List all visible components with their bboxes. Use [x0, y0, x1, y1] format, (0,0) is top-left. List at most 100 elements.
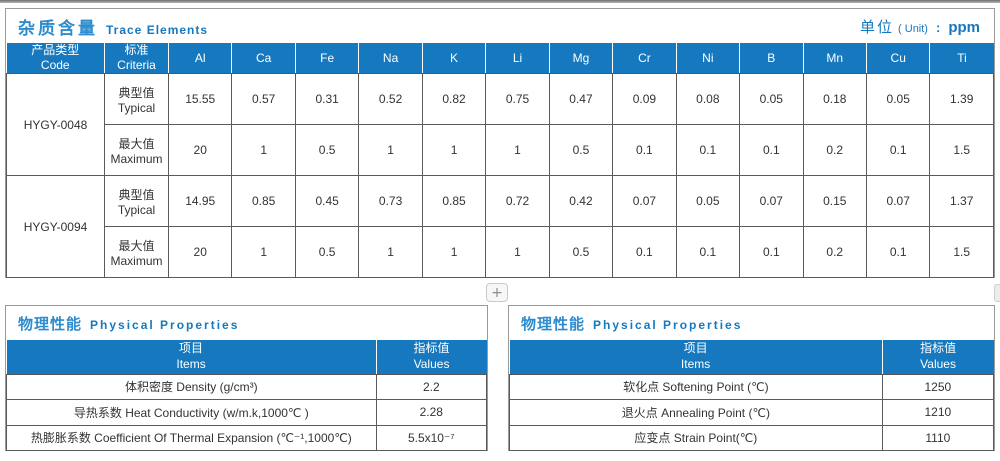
criteria-maximum-en: Maximum — [110, 151, 163, 166]
cell-value: 0.07 — [739, 175, 804, 227]
title-en: Physical Properties — [593, 317, 743, 332]
header-items: 项目 Items — [509, 340, 883, 375]
table-row: 体积密度 Density (g/cm³) 2.2 — [6, 373, 488, 400]
cell-value: 1 — [485, 124, 550, 176]
property-value: 1110 — [881, 424, 995, 451]
property-value: 5.5x10⁻⁷ — [375, 424, 488, 451]
table-row: 导热系数 Heat Conductivity (w/m.k,1000℃ ) 2.… — [6, 399, 488, 426]
cell-value: 14.95 — [167, 175, 233, 227]
cell-value: 1.5 — [929, 226, 994, 278]
criteria-typical-en: Typical — [117, 100, 156, 115]
criteria-typical: 典型值 Typical — [104, 73, 169, 125]
header-values: 指标值 Values — [881, 340, 994, 375]
property-value: 2.2 — [375, 373, 488, 400]
physical-left-header-row: 项目 Items 指标值 Values — [6, 340, 487, 375]
cell-value: 0.82 — [421, 73, 487, 125]
trace-elements-panel: 杂质含量 Trace Elements 单位 ( Unit) : ppm 产品类… — [5, 8, 995, 278]
trace-elements-table: 产品类型 Code 标准 Criteria Al Ca Fe Na K Li M… — [6, 43, 994, 278]
header-element-ni: Ni — [675, 43, 740, 74]
criteria-typical-en: Typical — [117, 202, 156, 217]
cell-value: 0.47 — [548, 73, 614, 125]
criteria-maximum: 最大值 Maximum — [104, 124, 169, 176]
trace-elements-title: 杂质含量 Trace Elements — [18, 14, 208, 39]
cell-value: 0.1 — [865, 226, 931, 278]
cell-value: 1 — [421, 124, 487, 176]
header-element-al: Al — [167, 43, 232, 74]
table-row: 最大值 Maximum 20 1 0.5 1 1 1 0.5 0.1 0.1 0… — [7, 226, 994, 278]
physical-right-title: 物理性能 Physical Properties — [521, 313, 742, 334]
cell-value: 0.45 — [294, 175, 360, 227]
cell-value: 0.52 — [358, 73, 423, 125]
header-code: 产品类型 Code — [6, 43, 105, 74]
cell-value: 0.72 — [485, 175, 550, 227]
criteria-maximum-cn: 最大值 — [118, 238, 155, 253]
physical-left-title: 物理性能 Physical Properties — [18, 313, 239, 334]
cell-value: 0.15 — [802, 175, 867, 227]
property-item: 应变点 Strain Point(℃) — [509, 424, 883, 451]
cell-value: 0.1 — [739, 124, 804, 176]
cell-value: 0.07 — [612, 175, 677, 227]
header-element-cu: Cu — [865, 43, 930, 74]
cell-value: 1.39 — [929, 73, 994, 125]
property-item: 体积密度 Density (g/cm³) — [6, 373, 377, 400]
title-cn: 物理性能 — [18, 315, 83, 333]
header-element-b: B — [739, 43, 804, 74]
header-code-en: Code — [40, 58, 70, 72]
property-value: 1250 — [881, 373, 995, 400]
cell-value: 0.1 — [865, 124, 931, 176]
unit-label: 单位 ( Unit) : ppm — [860, 16, 980, 37]
header-items-en: Items — [680, 356, 711, 371]
header-values-cn: 指标值 — [920, 341, 957, 356]
cell-value: 20 — [167, 226, 233, 278]
cell-value: 0.5 — [294, 124, 360, 176]
header-items-cn: 项目 — [179, 341, 204, 356]
criteria-typical-cn: 典型值 — [118, 187, 155, 202]
header-criteria: 标准 Criteria — [104, 43, 169, 74]
table-row: 最大值 Maximum 20 1 0.5 1 1 1 0.5 0.1 0.1 0… — [7, 124, 994, 176]
cell-value: 1 — [485, 226, 550, 278]
header-items-en: Items — [176, 356, 206, 371]
cell-value: 0.2 — [802, 124, 867, 176]
criteria-maximum-cn: 最大值 — [118, 136, 155, 151]
product-code: HYGY-0094 — [6, 175, 105, 278]
table-row: HYGY-0094 典型值 Typical 14.95 0.85 0.45 0.… — [6, 175, 994, 278]
physical-right-title-bar: 物理性能 Physical Properties — [509, 306, 994, 340]
right-edge-button[interactable] — [994, 284, 1000, 302]
property-value: 1210 — [881, 399, 995, 426]
cell-value: 0.1 — [675, 226, 741, 278]
header-values-cn: 指标值 — [413, 341, 450, 356]
header-element-na: Na — [358, 43, 423, 74]
cell-value: 0.1 — [612, 226, 677, 278]
title-en: Physical Properties — [90, 317, 240, 332]
criteria-typical-cn: 典型值 — [118, 85, 155, 100]
cell-value: 0.05 — [865, 73, 931, 125]
property-item: 热膨胀系数 Coefficient Of Thermal Expansion (… — [6, 424, 377, 451]
table-row: 软化点 Softening Point (℃) 1250 — [509, 373, 995, 400]
cell-value: 0.1 — [612, 124, 677, 176]
header-items: 项目 Items — [6, 340, 377, 375]
physical-left-title-bar: 物理性能 Physical Properties — [6, 306, 487, 340]
cell-value: 1 — [231, 124, 296, 176]
title-cn: 物理性能 — [521, 315, 586, 333]
criteria-maximum: 最大值 Maximum — [104, 226, 169, 278]
top-divider-line — [0, 0, 1000, 3]
cell-value: 0.31 — [294, 73, 360, 125]
expand-button[interactable]: + — [486, 283, 508, 302]
header-element-mg: Mg — [548, 43, 613, 74]
cell-value: 1 — [421, 226, 487, 278]
header-values: 指标值 Values — [375, 340, 487, 375]
cell-value: 0.05 — [739, 73, 804, 125]
header-element-k: K — [421, 43, 486, 74]
unit-cn: 单位 — [860, 18, 895, 36]
cell-value: 15.55 — [167, 73, 233, 125]
header-criteria-cn: 标准 — [124, 43, 149, 57]
cell-value: 0.1 — [675, 124, 741, 176]
cell-value: 0.75 — [485, 73, 550, 125]
table-row: 应变点 Strain Point(℃) 1110 — [509, 424, 995, 451]
header-items-cn: 项目 — [683, 341, 708, 356]
header-criteria-en: Criteria — [117, 58, 156, 72]
cell-value: 1 — [358, 124, 423, 176]
cell-value: 1 — [358, 226, 423, 278]
cell-value: 0.07 — [865, 175, 931, 227]
